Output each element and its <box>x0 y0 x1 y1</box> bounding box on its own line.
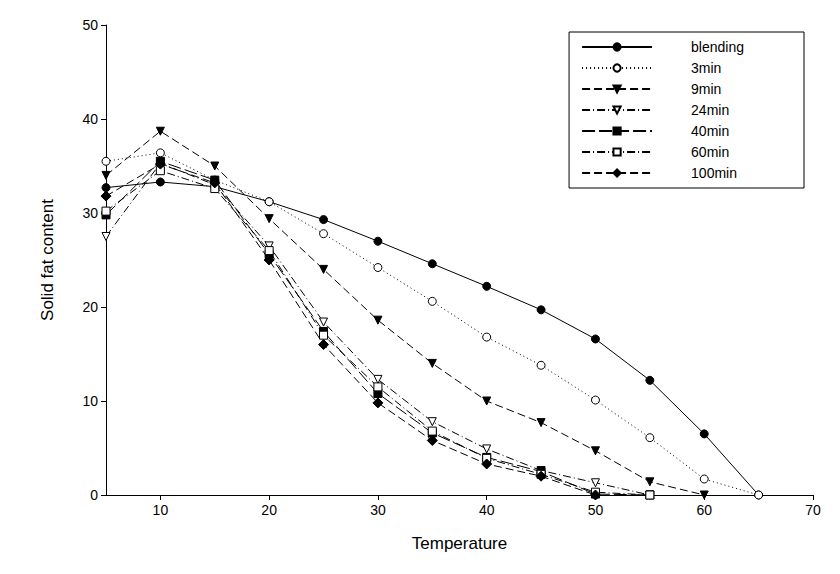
svg-text:0: 0 <box>90 487 98 503</box>
svg-text:blending: blending <box>691 39 744 55</box>
svg-text:20: 20 <box>82 299 98 315</box>
svg-text:30: 30 <box>370 502 386 518</box>
svg-text:3min: 3min <box>691 60 721 76</box>
svg-text:40: 40 <box>82 111 98 127</box>
svg-text:24min: 24min <box>691 102 729 118</box>
svg-text:60: 60 <box>696 502 712 518</box>
svg-text:9min: 9min <box>691 81 721 97</box>
svg-text:40: 40 <box>479 502 495 518</box>
svg-text:50: 50 <box>82 17 98 33</box>
svg-text:100min: 100min <box>691 165 737 181</box>
svg-text:70: 70 <box>805 502 821 518</box>
svg-text:50: 50 <box>588 502 604 518</box>
svg-text:30: 30 <box>82 205 98 221</box>
svg-text:40min: 40min <box>691 123 729 139</box>
svg-text:Temperature: Temperature <box>412 534 507 553</box>
svg-text:10: 10 <box>82 393 98 409</box>
svg-text:60min: 60min <box>691 144 729 160</box>
svg-text:Solid fat content: Solid fat content <box>38 199 57 321</box>
svg-text:20: 20 <box>261 502 277 518</box>
svg-text:10: 10 <box>153 502 169 518</box>
